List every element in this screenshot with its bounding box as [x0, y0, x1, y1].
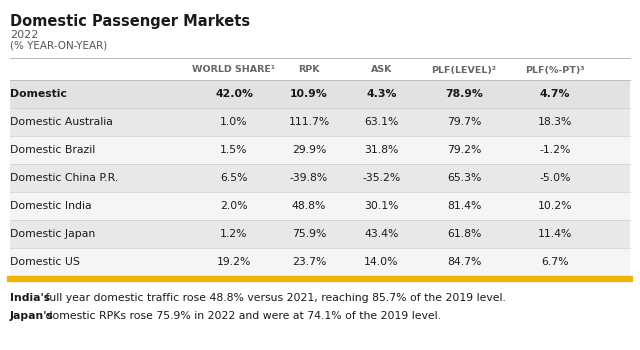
Text: PLF(LEVEL)²: PLF(LEVEL)² [431, 65, 497, 75]
Text: 48.8%: 48.8% [292, 201, 326, 211]
Text: Domestic India: Domestic India [10, 201, 92, 211]
Text: 81.4%: 81.4% [447, 201, 481, 211]
Text: 23.7%: 23.7% [292, 257, 326, 267]
Text: Domestic Brazil: Domestic Brazil [10, 145, 95, 155]
Text: 6.7%: 6.7% [541, 257, 569, 267]
Bar [10, 248, 630, 276]
Text: Japan's: Japan's [10, 311, 54, 321]
Text: 31.8%: 31.8% [364, 145, 399, 155]
Text: 2.0%: 2.0% [220, 201, 248, 211]
Bar [10, 164, 630, 192]
Text: 1.0%: 1.0% [220, 117, 248, 127]
Text: 10.2%: 10.2% [538, 201, 572, 211]
Bar [10, 58, 630, 80]
Bar [10, 192, 630, 220]
Text: Domestic Australia: Domestic Australia [10, 117, 113, 127]
Text: 61.8%: 61.8% [447, 229, 481, 239]
Text: 10.9%: 10.9% [290, 89, 328, 99]
Text: 19.2%: 19.2% [217, 257, 251, 267]
Text: -1.2%: -1.2% [540, 145, 571, 155]
Text: RPK: RPK [298, 65, 320, 75]
Text: full year domestic traffic rose 48.8% versus 2021, reaching 85.7% of the 2019 le: full year domestic traffic rose 48.8% ve… [42, 293, 506, 303]
Text: domestic RPKs rose 75.9% in 2022 and were at 74.1% of the 2019 level.: domestic RPKs rose 75.9% in 2022 and wer… [42, 311, 441, 321]
Text: 30.1%: 30.1% [364, 201, 399, 211]
Text: 79.7%: 79.7% [447, 117, 481, 127]
Text: Domestic: Domestic [10, 89, 67, 99]
Text: 111.7%: 111.7% [289, 117, 330, 127]
Text: ASK: ASK [371, 65, 392, 75]
Text: (% YEAR-ON-YEAR): (% YEAR-ON-YEAR) [10, 40, 108, 50]
Text: 1.5%: 1.5% [220, 145, 248, 155]
Text: 2022: 2022 [10, 30, 38, 40]
Text: 42.0%: 42.0% [215, 89, 253, 99]
Text: 11.4%: 11.4% [538, 229, 572, 239]
Text: 18.3%: 18.3% [538, 117, 572, 127]
Text: 84.7%: 84.7% [447, 257, 481, 267]
Text: -39.8%: -39.8% [290, 173, 328, 183]
Text: 6.5%: 6.5% [220, 173, 248, 183]
Text: 78.9%: 78.9% [445, 89, 483, 99]
Text: Domestic China P.R.: Domestic China P.R. [10, 173, 118, 183]
Text: -35.2%: -35.2% [362, 173, 401, 183]
Text: 43.4%: 43.4% [364, 229, 399, 239]
Text: Domestic Japan: Domestic Japan [10, 229, 95, 239]
Text: 4.7%: 4.7% [540, 89, 570, 99]
Text: 1.2%: 1.2% [220, 229, 248, 239]
Text: 79.2%: 79.2% [447, 145, 481, 155]
Bar [10, 108, 630, 136]
Text: 63.1%: 63.1% [364, 117, 399, 127]
Text: 65.3%: 65.3% [447, 173, 481, 183]
Text: 4.3%: 4.3% [366, 89, 397, 99]
Text: -5.0%: -5.0% [540, 173, 571, 183]
Text: 29.9%: 29.9% [292, 145, 326, 155]
Bar [10, 80, 630, 108]
Text: 14.0%: 14.0% [364, 257, 399, 267]
Text: PLF(%-PT)³: PLF(%-PT)³ [525, 65, 585, 75]
Text: 75.9%: 75.9% [292, 229, 326, 239]
Text: WORLD SHARE¹: WORLD SHARE¹ [193, 65, 276, 75]
Text: Domestic Passenger Markets: Domestic Passenger Markets [10, 14, 250, 29]
Text: Domestic US: Domestic US [10, 257, 80, 267]
Bar [10, 136, 630, 164]
Bar [10, 220, 630, 248]
Text: India's: India's [10, 293, 50, 303]
